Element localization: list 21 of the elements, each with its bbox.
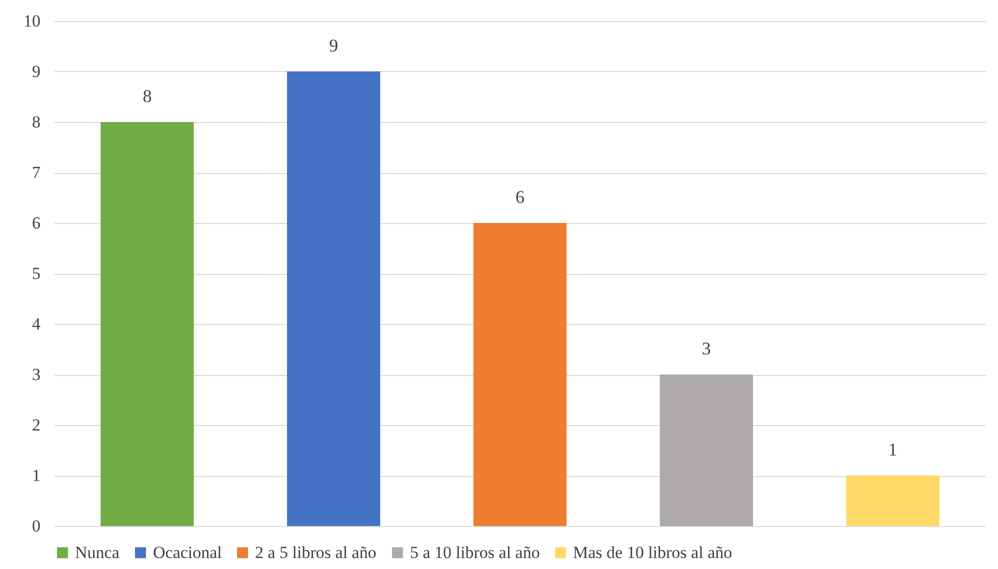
y-tick-label: 10 (24, 12, 40, 30)
y-tick-label: 4 (32, 314, 41, 334)
data-label: 9 (329, 36, 338, 56)
legend-label: Nunca (75, 542, 120, 562)
legend-label: Ocacional (153, 542, 222, 562)
data-label: 3 (702, 338, 711, 358)
data-label: 1 (888, 440, 898, 460)
y-tick-label: 3 (32, 365, 40, 384)
legend-label: 2 a 5 libros al año (255, 542, 376, 562)
y-tick-label: 2 (32, 416, 40, 434)
data-label: 8 (142, 86, 152, 106)
y-tick-label: 6 (32, 214, 40, 232)
y-tick-label: 9 (32, 62, 40, 81)
y-tick-label: 1 (32, 466, 40, 485)
y-tick-label: 5 (32, 264, 40, 283)
legend-label: 5 a 10 libros al año (410, 542, 540, 562)
y-tick-label: 0 (32, 516, 40, 536)
data-label: 6 (516, 187, 524, 207)
legend-label: Mas de 10 libros al año (573, 542, 732, 562)
y-tick-label: 8 (32, 112, 40, 132)
y-tick-label: 7 (32, 163, 41, 182)
